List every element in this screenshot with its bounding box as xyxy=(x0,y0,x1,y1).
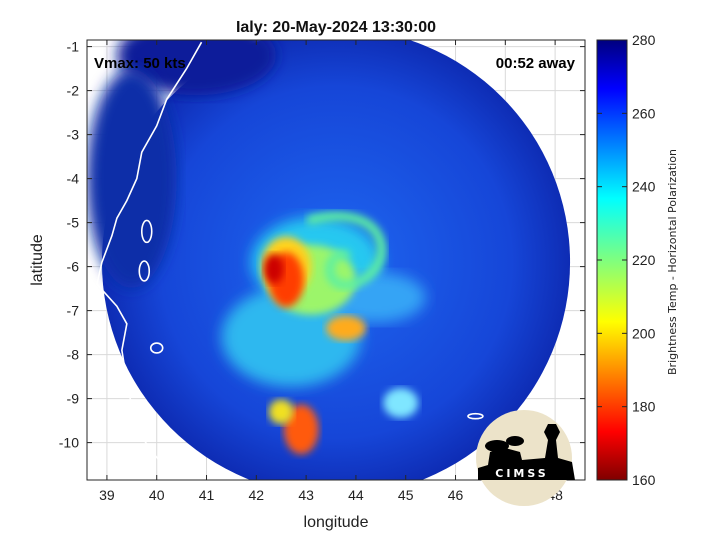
y-tick-label: -1 xyxy=(67,39,80,55)
vmax-annotation: Vmax: 50 kts xyxy=(94,55,186,72)
y-tick-label: -10 xyxy=(59,435,79,451)
y-tick-label: -3 xyxy=(67,127,80,143)
cimss-logo: CIMSS xyxy=(476,410,575,506)
spiral-band xyxy=(306,211,387,290)
colorbar-tick-label: 280 xyxy=(632,32,656,48)
colorbar-label: Brightness Temp - Horizontal Polarizatio… xyxy=(666,149,679,375)
x-tick-label: 45 xyxy=(398,487,414,503)
x-axis-label: longitude xyxy=(304,514,369,531)
convection-cell xyxy=(326,315,366,341)
convection-cell xyxy=(116,40,277,96)
island-outline xyxy=(140,219,153,244)
convection-cell xyxy=(268,399,294,425)
y-tick-label: -2 xyxy=(67,83,80,99)
plot-frame xyxy=(86,39,586,481)
coastline xyxy=(96,41,484,480)
island-outline xyxy=(149,342,164,354)
colorbar-tick-label: 200 xyxy=(632,325,656,341)
y-tick-label: -5 xyxy=(67,215,80,231)
colorbar-tick-label: 240 xyxy=(632,179,656,195)
x-tick-label: 41 xyxy=(199,487,215,503)
x-tick-label: 43 xyxy=(298,487,314,503)
colorbar-ticks: 280 260 240 220 200 180 160 xyxy=(597,32,656,488)
y-tick-label: -8 xyxy=(67,347,80,363)
x-tick-label: 44 xyxy=(348,487,364,503)
x-tick-label: 42 xyxy=(249,487,265,503)
y-tick-label: -7 xyxy=(67,303,80,319)
building-silhouette xyxy=(478,424,575,480)
convection-cell xyxy=(383,388,419,418)
colorbar-tick-label: 160 xyxy=(632,472,656,488)
colorbar-tick-label: 220 xyxy=(632,252,656,268)
island-outline xyxy=(467,412,484,420)
coastline-path xyxy=(96,41,203,480)
swath-image xyxy=(87,40,570,480)
convection-field xyxy=(87,40,426,455)
island-outline xyxy=(138,260,151,282)
satellite-dish-icon xyxy=(485,440,509,452)
colorbar-tick-label: 180 xyxy=(632,399,656,415)
convection-cell xyxy=(263,253,284,284)
x-tick-label: 46 xyxy=(448,487,464,503)
chart-title: Ialy: 20-May-2024 13:30:00 xyxy=(236,19,436,36)
colorbar-tick-label: 260 xyxy=(632,105,656,121)
x-tick-label: 40 xyxy=(149,487,165,503)
y-tick-label: -6 xyxy=(67,259,80,275)
time-away-annotation: 00:52 away xyxy=(496,55,576,72)
convection-cell xyxy=(87,69,177,289)
y-tick-label: -9 xyxy=(67,391,80,407)
y-tick-label: -4 xyxy=(67,171,80,187)
cimss-logo-text: CIMSS xyxy=(495,467,548,480)
y-axis-label: latitude xyxy=(29,234,46,286)
x-tick-label: 39 xyxy=(99,487,115,503)
